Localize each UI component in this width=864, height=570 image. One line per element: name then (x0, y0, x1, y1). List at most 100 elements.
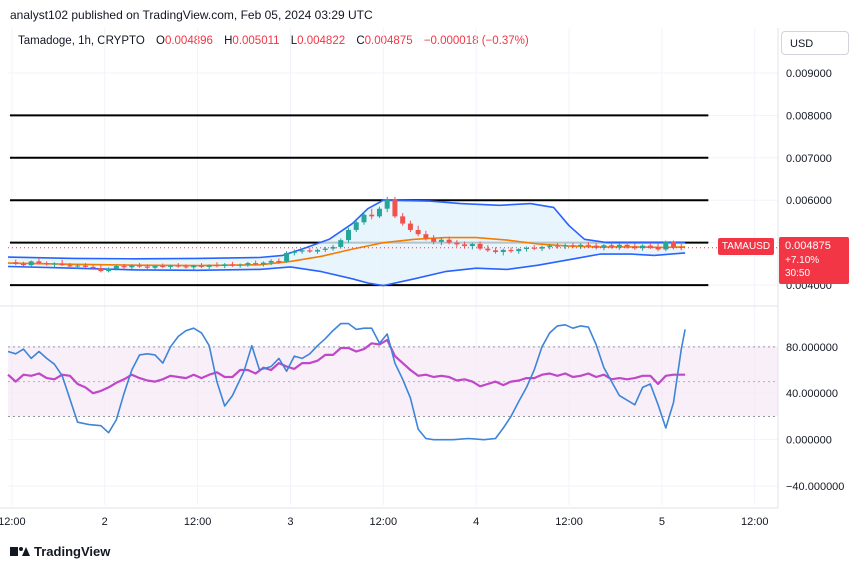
time-tick-label-5: 4 (473, 516, 479, 528)
tradingview-logo-text: TradingView (34, 544, 111, 559)
candle-body-32 (260, 262, 266, 265)
candle-body-9 (82, 265, 88, 267)
stoch-tick-label-2: 0.000000 (786, 435, 832, 447)
candle-body-81 (640, 245, 646, 249)
time-tick-label-1: 2 (102, 516, 108, 528)
candle-body-22 (183, 266, 189, 268)
bollinger-upper-line (7, 199, 686, 260)
candle-body-11 (98, 268, 104, 272)
stoch-tick-label-0: 80.000000 (786, 342, 838, 354)
close-label: C (356, 35, 365, 47)
candle-body-17 (144, 266, 150, 268)
bollinger-band-fill (8, 200, 686, 286)
candle-body-56 (446, 239, 452, 243)
candle-body-13 (113, 266, 119, 269)
candle-body-6 (59, 263, 65, 266)
price-tick-label-0: 0.009000 (786, 68, 832, 80)
candle-body-49 (392, 199, 398, 217)
candle-body-64 (508, 249, 514, 252)
candle-body-10 (90, 266, 96, 269)
candle-body-83 (655, 247, 661, 250)
candle-body-79 (624, 244, 630, 247)
candle-body-68 (539, 246, 545, 249)
high-label: H (224, 35, 233, 47)
candle-body-62 (493, 250, 499, 253)
candle-body-76 (601, 245, 607, 248)
candle-body-78 (616, 244, 622, 247)
candle-body-33 (268, 260, 274, 263)
candle-body-19 (160, 266, 166, 268)
time-tick-label-3: 3 (287, 516, 293, 528)
candle-body-74 (585, 244, 591, 246)
candle-body-50 (400, 216, 406, 224)
candle-body-73 (578, 244, 584, 247)
candle-body-35 (284, 252, 290, 262)
close-value: 0.004875 (364, 35, 413, 47)
stoch-k-line (7, 322, 686, 441)
ohlc-legend: Tamadoge, 1h, CRYPTO O0.004896 H0.005011… (18, 35, 529, 47)
price-panel[interactable] (7, 114, 778, 287)
publish-info: analyst102 published on TradingView.com,… (10, 8, 373, 22)
candle-body-60 (477, 243, 483, 249)
candle-body-75 (593, 245, 599, 248)
symbol-label[interactable]: Tamadoge, 1h, CRYPTO (18, 35, 145, 47)
candle-body-53 (423, 234, 429, 239)
candle-body-28 (229, 264, 235, 266)
candle-body-52 (415, 229, 421, 235)
bollinger-middle-line (7, 236, 686, 267)
candle-body-44 (353, 222, 359, 230)
candle-body-54 (431, 238, 437, 242)
candle-body-40 (322, 248, 328, 250)
candle-body-80 (632, 246, 638, 249)
bar-countdown: 30:50 (785, 268, 811, 279)
candle-body-30 (245, 263, 251, 265)
candle-body-42 (338, 240, 344, 247)
candle-body-26 (214, 265, 220, 267)
last-price: 0.004875 (785, 240, 831, 252)
candle-body-4 (44, 263, 50, 265)
candle-body-20 (168, 265, 174, 267)
candle-body-55 (438, 239, 444, 242)
candle-body-27 (222, 264, 228, 267)
candle-body-70 (554, 245, 560, 247)
candle-body-23 (191, 265, 197, 268)
price-change: +7.10% (785, 255, 820, 266)
price-tick-label-3: 0.006000 (786, 195, 832, 207)
tradingview-logo[interactable]: TradingView (10, 544, 110, 559)
time-tick-label-2: 12:00 (184, 516, 212, 528)
candle-body-36 (291, 251, 297, 253)
candle-body-86 (678, 246, 684, 248)
candle-body-85 (671, 241, 677, 247)
stoch-tick-label-3: −40.000000 (786, 481, 844, 493)
symbol-price-tag: TAMAUSD (718, 238, 774, 255)
candle-body-34 (276, 260, 282, 263)
stoch-rsi-panel[interactable] (7, 322, 778, 441)
low-value: 0.004822 (297, 35, 346, 47)
time-tick-label-0: 12:00 (0, 516, 26, 528)
candle-body-41 (330, 246, 336, 249)
candle-body-58 (462, 244, 468, 247)
candle-body-66 (523, 247, 529, 250)
candle-body-12 (106, 268, 112, 272)
candle-body-18 (152, 266, 158, 268)
candle-body-15 (129, 265, 135, 268)
time-tick-label-8: 12:00 (741, 516, 769, 528)
stoch-tick-label-1: 40.000000 (786, 388, 838, 400)
price-tick-label-1: 0.008000 (786, 110, 832, 122)
candle-body-2 (28, 261, 34, 266)
open-value: 0.004896 (164, 35, 213, 47)
candle-body-46 (369, 214, 375, 217)
candle-body-37 (299, 250, 305, 252)
candle-body-59 (469, 243, 475, 247)
tradingview-logo-icon (10, 546, 30, 556)
time-tick-label-7: 5 (659, 516, 665, 528)
last-price-tag: 0.004875 +7.10% 30:50 (779, 237, 849, 284)
candle-body-0 (13, 262, 19, 264)
candle-body-21 (175, 265, 181, 267)
currency-button[interactable]: USD (781, 31, 849, 55)
bollinger-lower-line (7, 252, 686, 287)
candle-body-63 (500, 249, 506, 253)
candle-body-51 (407, 223, 413, 230)
candle-body-1 (20, 263, 26, 266)
